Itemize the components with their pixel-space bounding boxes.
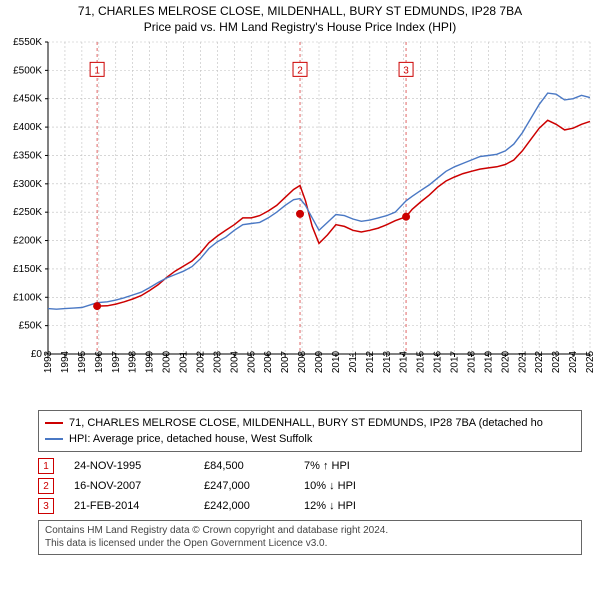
chart-title-block: 71, CHARLES MELROSE CLOSE, MILDENHALL, B…	[0, 0, 600, 34]
legend-row: HPI: Average price, detached house, West…	[45, 431, 575, 447]
sale-marker-diff: 7% ↑ HPI	[304, 460, 414, 472]
svg-text:£300K: £300K	[13, 179, 42, 190]
sale-marker-price: £247,000	[204, 480, 284, 492]
svg-text:3: 3	[403, 65, 409, 76]
sale-marker-date: 24-NOV-1995	[74, 460, 184, 472]
legend-swatch	[45, 422, 63, 424]
sale-marker-row: 3 21-FEB-2014 £242,000 12% ↓ HPI	[38, 496, 582, 516]
svg-text:£100K: £100K	[13, 292, 42, 303]
chart-title-line1: 71, CHARLES MELROSE CLOSE, MILDENHALL, B…	[0, 4, 600, 18]
sale-marker-row: 1 24-NOV-1995 £84,500 7% ↑ HPI	[38, 456, 582, 476]
sale-marker-diff: 12% ↓ HPI	[304, 500, 414, 512]
footer-line2: This data is licensed under the Open Gov…	[45, 538, 575, 551]
sale-marker-row: 2 16-NOV-2007 £247,000 10% ↓ HPI	[38, 476, 582, 496]
attribution-footer: Contains HM Land Registry data © Crown c…	[38, 520, 582, 555]
chart-legend: 71, CHARLES MELROSE CLOSE, MILDENHALL, B…	[38, 410, 582, 452]
svg-text:£500K: £500K	[13, 65, 42, 76]
chart-area: £0 £50K £100K £150K £200K £250K £300K £350K £400…	[0, 34, 600, 404]
sale-marker-price: £242,000	[204, 500, 284, 512]
svg-text:£150K: £150K	[13, 264, 42, 275]
sale-marker-badge: 2	[38, 478, 54, 494]
legend-row: 71, CHARLES MELROSE CLOSE, MILDENHALL, B…	[45, 415, 575, 431]
sale-marker-price: £84,500	[204, 460, 284, 472]
sale-marker-date: 16-NOV-2007	[74, 480, 184, 492]
svg-text:£250K: £250K	[13, 207, 42, 218]
svg-text:£50K: £50K	[19, 321, 43, 332]
legend-swatch	[45, 438, 63, 440]
sale-marker-badge: 3	[38, 498, 54, 514]
svg-text:£400K: £400K	[13, 122, 42, 133]
svg-text:£0: £0	[31, 349, 43, 360]
chart-title-line2: Price paid vs. HM Land Registry's House …	[0, 20, 600, 34]
legend-label: 71, CHARLES MELROSE CLOSE, MILDENHALL, B…	[69, 417, 543, 429]
svg-text:£450K: £450K	[13, 94, 42, 105]
sale-marker-date: 21-FEB-2014	[74, 500, 184, 512]
price-chart-svg: £0 £50K £100K £150K £200K £250K £300K £350K £400…	[0, 34, 600, 404]
sale-markers-table: 1 24-NOV-1995 £84,500 7% ↑ HPI 2 16-NOV-2007 £…	[38, 456, 582, 516]
svg-text:£350K: £350K	[13, 150, 42, 161]
sale-marker-diff: 10% ↓ HPI	[304, 480, 414, 492]
footer-line1: Contains HM Land Registry data © Crown c…	[45, 525, 575, 538]
legend-label: HPI: Average price, detached house, West…	[69, 433, 312, 445]
svg-text:£550K: £550K	[13, 37, 42, 48]
svg-text:£200K: £200K	[13, 236, 42, 247]
svg-text:1: 1	[94, 65, 100, 76]
sale-marker-badge: 1	[38, 458, 54, 474]
svg-text:2: 2	[297, 65, 303, 76]
